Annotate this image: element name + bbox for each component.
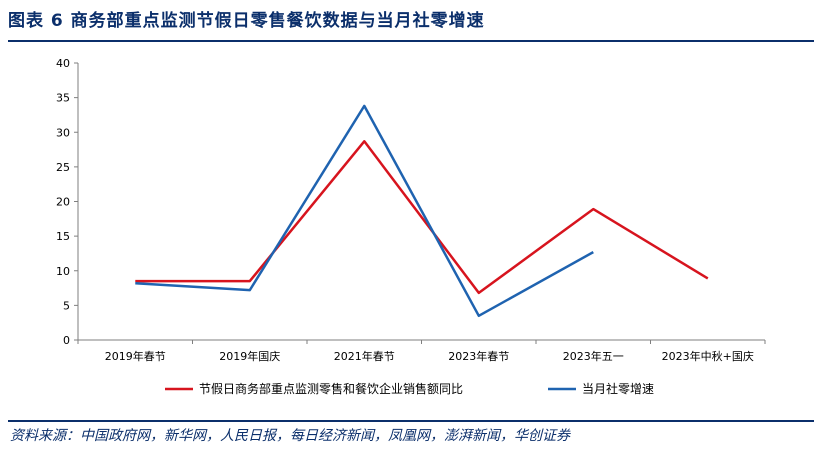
x-tick-label: 2021年春节 bbox=[334, 349, 395, 363]
y-tick-label: 15 bbox=[56, 230, 70, 243]
chart-axes bbox=[77, 63, 765, 341]
series-line-2 bbox=[135, 104, 594, 318]
y-tick-label: 25 bbox=[56, 161, 70, 174]
x-tick-label: 2023年五一 bbox=[563, 349, 624, 363]
y-tick-label: 0 bbox=[63, 334, 70, 347]
source-divider bbox=[8, 420, 814, 422]
series-lines bbox=[135, 104, 709, 318]
source-note: 资料来源：中国政府网，新华网，人民日报，每日经济新闻，凤凰网，澎湃新闻，华创证券 bbox=[10, 428, 570, 444]
x-tick-label: 2019年春节 bbox=[105, 349, 166, 363]
series-line-1 bbox=[135, 140, 709, 295]
legend-label-1: 节假日商务部重点监测零售和餐饮企业销售额同比 bbox=[199, 381, 463, 396]
x-tick-label: 2019年国庆 bbox=[219, 349, 280, 363]
y-tick-label: 35 bbox=[56, 92, 70, 105]
y-tick-label: 5 bbox=[63, 299, 70, 312]
x-axis-labels: 2019年春节 2019年国庆 2021年春节 2023年春节 2023年五一 2023年… bbox=[77, 340, 766, 363]
x-tick-label: 2023年中秋+国庆 bbox=[662, 349, 754, 363]
y-tick-label: 10 bbox=[56, 265, 70, 278]
figure-title: 图表 6 商务部重点监测节假日零售餐饮数据与当月社零增速 bbox=[8, 11, 485, 31]
y-tick-label: 30 bbox=[56, 126, 70, 139]
legend-label-2: 当月社零增速 bbox=[582, 381, 654, 396]
x-tick-label: 2023年春节 bbox=[448, 349, 509, 363]
chart-legend: 节假日商务部重点监测零售和餐饮企业销售额同比 当月社零增速 bbox=[165, 381, 654, 396]
title-divider bbox=[8, 40, 814, 42]
y-tick-label: 40 bbox=[56, 57, 70, 70]
y-axis-ticks: 0 5 10 15 20 25 30 35 40 bbox=[56, 57, 78, 347]
y-tick-label: 20 bbox=[56, 196, 70, 209]
